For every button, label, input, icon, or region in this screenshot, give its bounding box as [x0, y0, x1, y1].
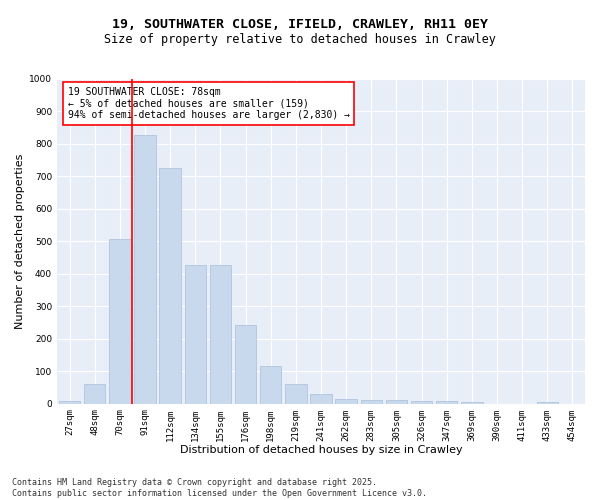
Bar [109, 240, 131, 404]
Bar [361, 400, 382, 404]
Bar [160, 168, 181, 404]
Text: Size of property relative to detached houses in Crawley: Size of property relative to detached ho… [104, 32, 496, 46]
Bar [134, 136, 156, 404]
Bar [210, 264, 231, 404]
Bar [185, 264, 206, 404]
Bar [386, 400, 407, 404]
Bar [59, 401, 80, 404]
Bar [436, 401, 457, 404]
Text: 19, SOUTHWATER CLOSE, IFIELD, CRAWLEY, RH11 0EY: 19, SOUTHWATER CLOSE, IFIELD, CRAWLEY, R… [112, 18, 488, 30]
Bar [411, 401, 432, 404]
Bar [84, 384, 106, 404]
Bar [260, 366, 281, 404]
Text: 19 SOUTHWATER CLOSE: 78sqm
← 5% of detached houses are smaller (159)
94% of semi: 19 SOUTHWATER CLOSE: 78sqm ← 5% of detac… [68, 86, 350, 120]
Bar [536, 402, 558, 404]
Bar [461, 402, 482, 404]
Text: Contains HM Land Registry data © Crown copyright and database right 2025.
Contai: Contains HM Land Registry data © Crown c… [12, 478, 427, 498]
Bar [310, 394, 332, 404]
Bar [285, 384, 307, 404]
X-axis label: Distribution of detached houses by size in Crawley: Distribution of detached houses by size … [180, 445, 463, 455]
Y-axis label: Number of detached properties: Number of detached properties [15, 154, 25, 329]
Bar [235, 324, 256, 404]
Bar [335, 399, 357, 404]
